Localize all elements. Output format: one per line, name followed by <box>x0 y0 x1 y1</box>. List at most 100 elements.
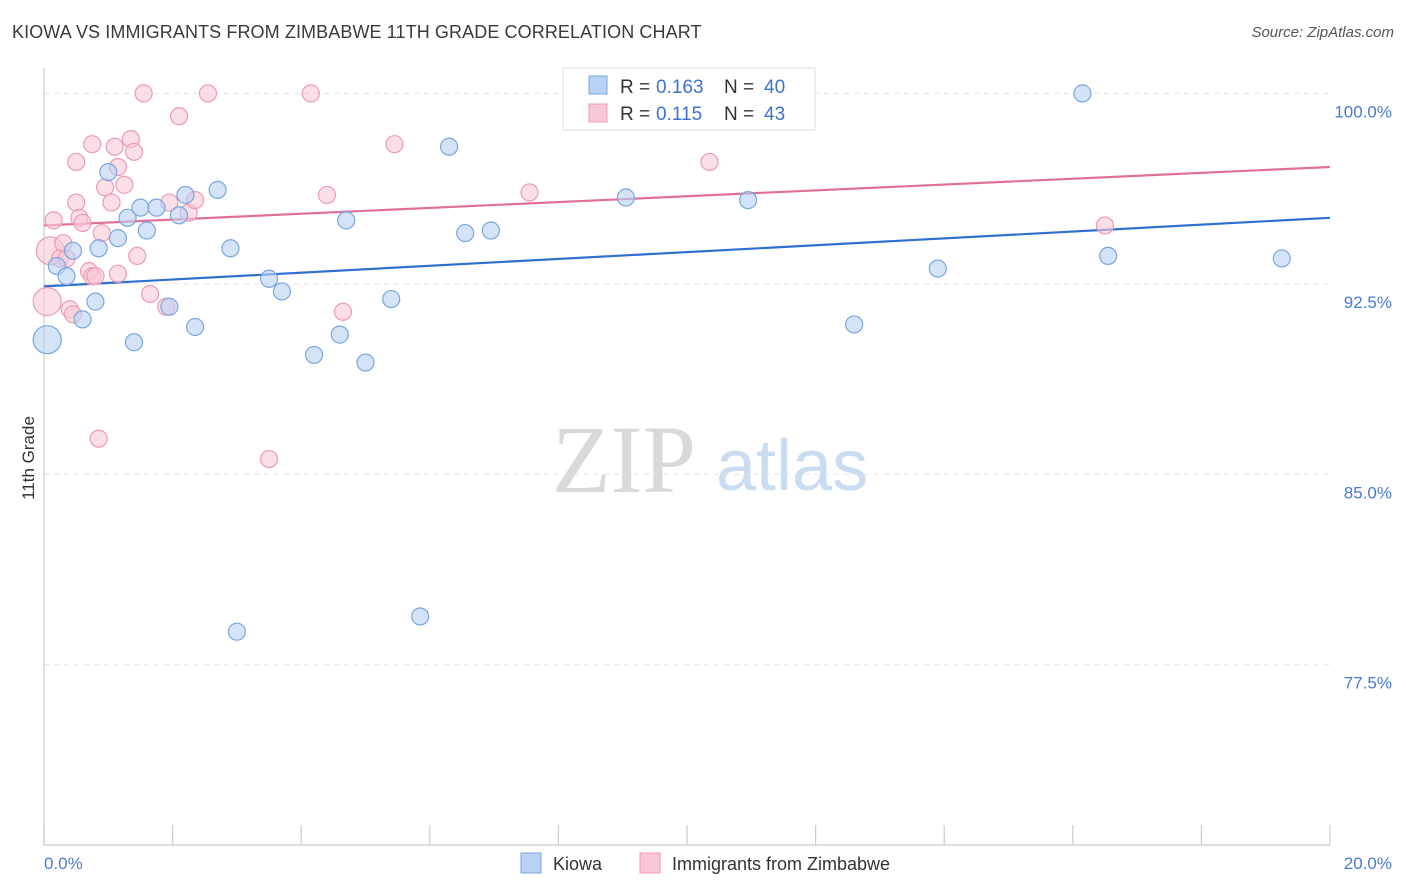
kiowa-trend-line <box>43 216 1331 288</box>
kiowa-point <box>57 267 76 286</box>
kiowa-point <box>118 208 137 227</box>
chart-title: KIOWA VS IMMIGRANTS FROM ZIMBABWE 11TH G… <box>12 22 702 42</box>
zimbabwe-point <box>89 429 108 448</box>
legend-label-kiowa: Kiowa <box>553 854 603 874</box>
zimbabwe-r-label: R = <box>620 104 650 125</box>
trend-lines <box>43 165 1331 288</box>
kiowa-point <box>330 325 349 344</box>
kiowa-point <box>1099 246 1118 266</box>
zimbabwe-point <box>92 223 111 243</box>
zimbabwe-legend-swatch <box>588 103 608 123</box>
kiowa-point <box>304 345 324 365</box>
kiowa-r-label: R = <box>620 77 650 98</box>
kiowa-point <box>147 198 166 217</box>
y-tick-label: 92.5% <box>1344 293 1392 312</box>
zimbabwe-point <box>1095 216 1115 235</box>
zimbabwe-point <box>301 84 320 103</box>
kiowa-point <box>456 223 475 243</box>
zimbabwe-point <box>169 107 189 126</box>
y-axis-label: 11th Grade <box>19 416 38 500</box>
kiowa-point <box>616 188 636 207</box>
watermark-zip: ZIP <box>552 406 696 513</box>
stats-legend: R = 0.163 N = 40 R = 0.115 N = 43 <box>562 67 816 131</box>
zimbabwe-point <box>317 185 337 205</box>
zimbabwe-point <box>95 178 115 197</box>
kiowa-point <box>481 221 500 240</box>
zimbabwe-point <box>105 137 124 156</box>
kiowa-point <box>131 198 150 217</box>
kiowa-point <box>738 190 758 210</box>
kiowa-point <box>160 297 179 316</box>
legend-swatch-zimbabwe <box>639 852 661 874</box>
kiowa-point <box>89 239 108 258</box>
kiowa-point <box>259 269 279 288</box>
kiowa-point <box>32 325 62 355</box>
zimbabwe-r-value: 0.115 <box>656 104 702 125</box>
zimbabwe-trend-line <box>43 165 1331 227</box>
kiowa-n-label: N = <box>724 77 754 98</box>
kiowa-point <box>227 622 246 641</box>
kiowa-point <box>208 180 227 199</box>
kiowa-point <box>73 310 92 329</box>
zimbabwe-point <box>115 175 134 194</box>
kiowa-point <box>108 229 128 248</box>
zimbabwe-point <box>140 284 160 304</box>
kiowa-point <box>1272 249 1291 268</box>
zimbabwe-point <box>44 211 63 230</box>
zimbabwe-point <box>83 135 102 154</box>
zimbabwe-point <box>700 152 719 172</box>
kiowa-point <box>124 333 144 352</box>
zimbabwe-point <box>134 84 153 103</box>
zimbabwe-point <box>67 152 86 172</box>
legend-swatch-kiowa <box>520 852 542 874</box>
series-kiowa-points <box>32 84 1291 641</box>
watermark: ZIP atlas <box>552 406 868 513</box>
gridlines <box>44 92 1330 666</box>
y-tick-label: 85.0% <box>1344 483 1392 502</box>
zimbabwe-point <box>32 287 62 317</box>
zimbabwe-point <box>124 142 144 161</box>
kiowa-point <box>137 221 156 240</box>
x-axis-ticks <box>43 825 1331 845</box>
zimbabwe-point <box>102 193 121 212</box>
kiowa-point <box>845 315 864 334</box>
kiowa-point <box>439 137 459 156</box>
zimbabwe-point <box>520 183 539 202</box>
kiowa-point <box>411 607 430 626</box>
kiowa-point <box>186 317 205 337</box>
kiowa-legend-swatch <box>588 75 608 95</box>
x-tick-label-max: 20.0% <box>1344 854 1392 873</box>
kiowa-point <box>176 185 195 205</box>
kiowa-point <box>99 163 118 182</box>
kiowa-point <box>382 289 401 309</box>
legend-label-zimbabwe: Immigrants from Zimbabwe <box>672 854 890 874</box>
kiowa-r-value: 0.163 <box>656 77 704 98</box>
zimbabwe-point <box>333 302 353 321</box>
watermark-atlas: atlas <box>716 426 868 506</box>
zimbabwe-point <box>128 246 147 266</box>
kiowa-point <box>356 353 375 372</box>
kiowa-point <box>221 239 240 258</box>
y-tick-label: 77.5% <box>1344 674 1392 693</box>
kiowa-n-value: 40 <box>764 77 785 98</box>
zimbabwe-point <box>73 213 92 232</box>
zimbabwe-point <box>259 449 279 469</box>
zimbabwe-point <box>198 84 218 103</box>
kiowa-point <box>169 206 189 225</box>
kiowa-point <box>1073 84 1092 103</box>
kiowa-point <box>272 282 292 301</box>
zimbabwe-point <box>385 135 404 154</box>
zimbabwe-point <box>108 264 128 283</box>
zimbabwe-n-label: N = <box>724 104 754 125</box>
y-axis-tick-labels: 100.0% 92.5% 85.0% 77.5% <box>1334 102 1392 692</box>
zimbabwe-point <box>67 193 86 212</box>
kiowa-point <box>63 241 83 260</box>
source-credit: Source: ZipAtlas.com <box>1251 24 1394 41</box>
kiowa-point <box>86 292 105 311</box>
kiowa-point <box>337 211 356 230</box>
kiowa-point <box>928 259 947 278</box>
x-tick-label-min: 0.0% <box>44 854 83 873</box>
zimbabwe-n-value: 43 <box>764 104 785 125</box>
series-legend: Kiowa Immigrants from Zimbabwe <box>520 852 890 874</box>
